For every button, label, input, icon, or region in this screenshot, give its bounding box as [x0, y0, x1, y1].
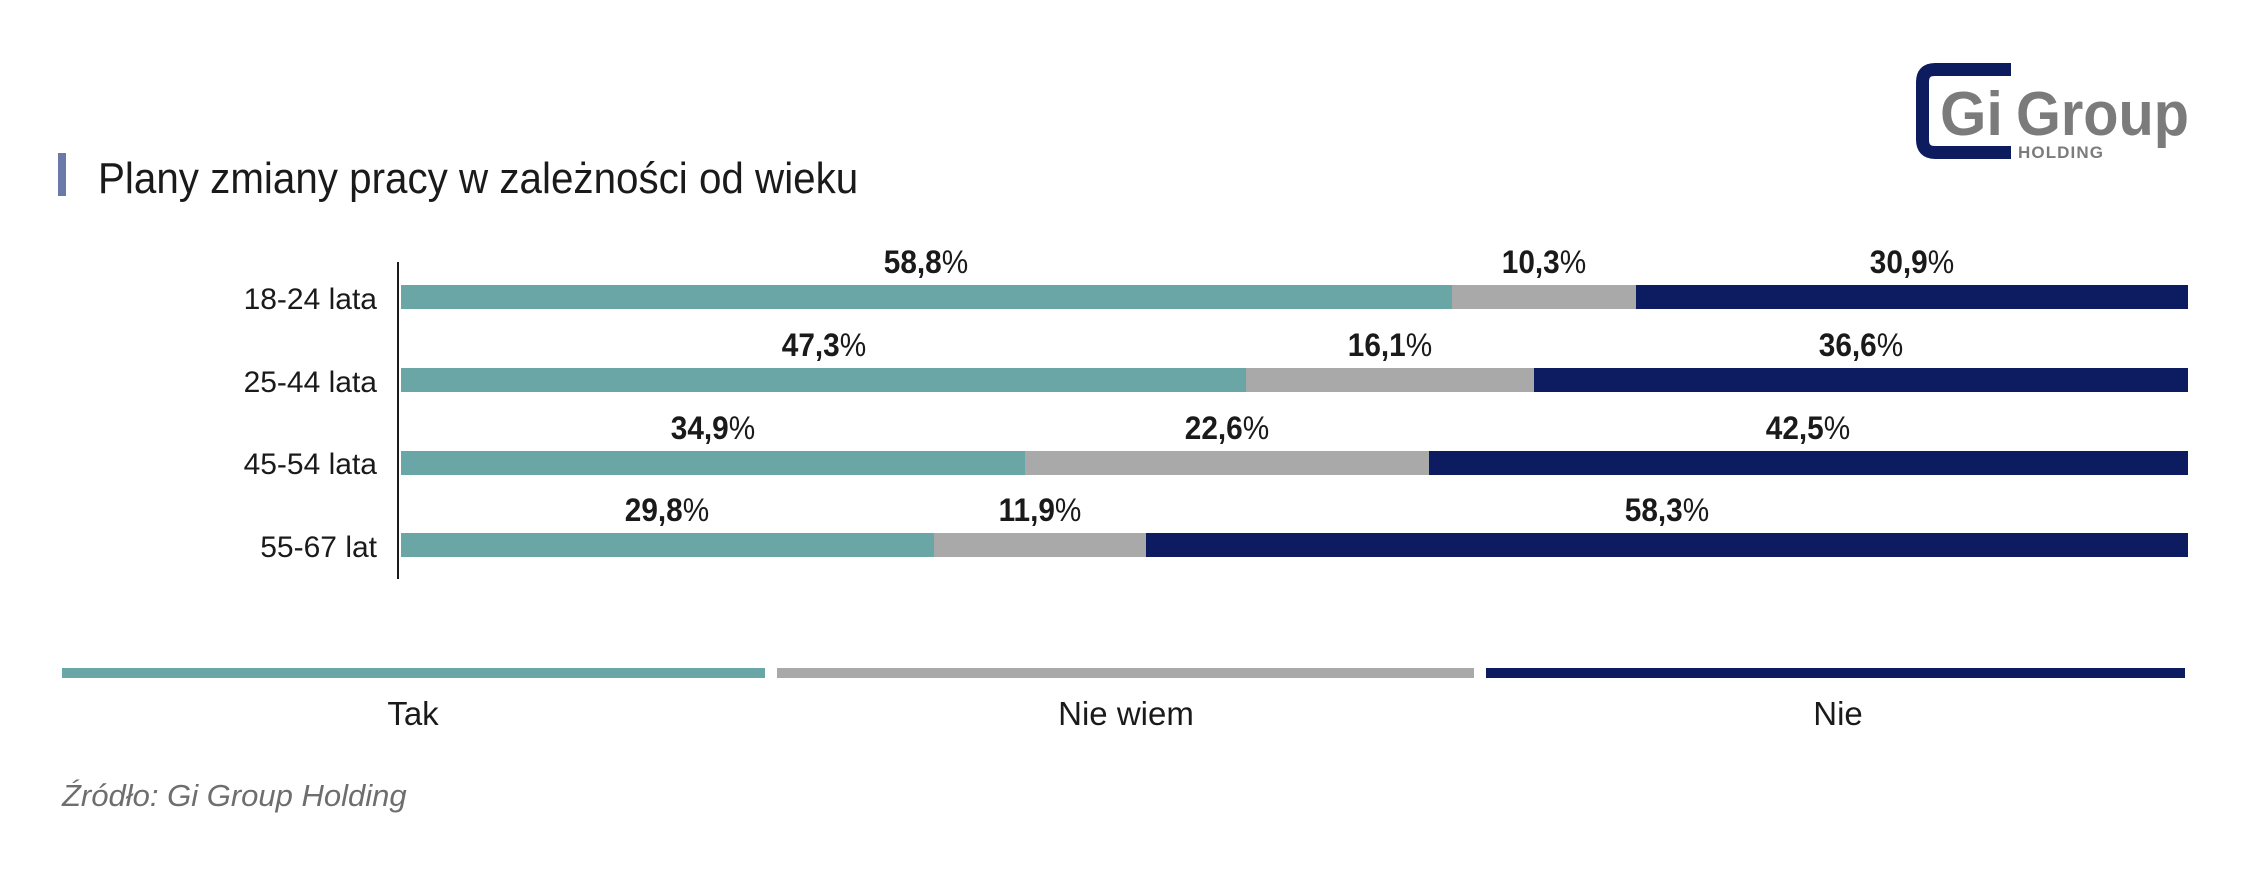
svg-text:Group: Group: [2016, 80, 2189, 149]
svg-text:Gi: Gi: [1940, 80, 2003, 149]
svg-text:HOLDING: HOLDING: [2018, 143, 2104, 162]
